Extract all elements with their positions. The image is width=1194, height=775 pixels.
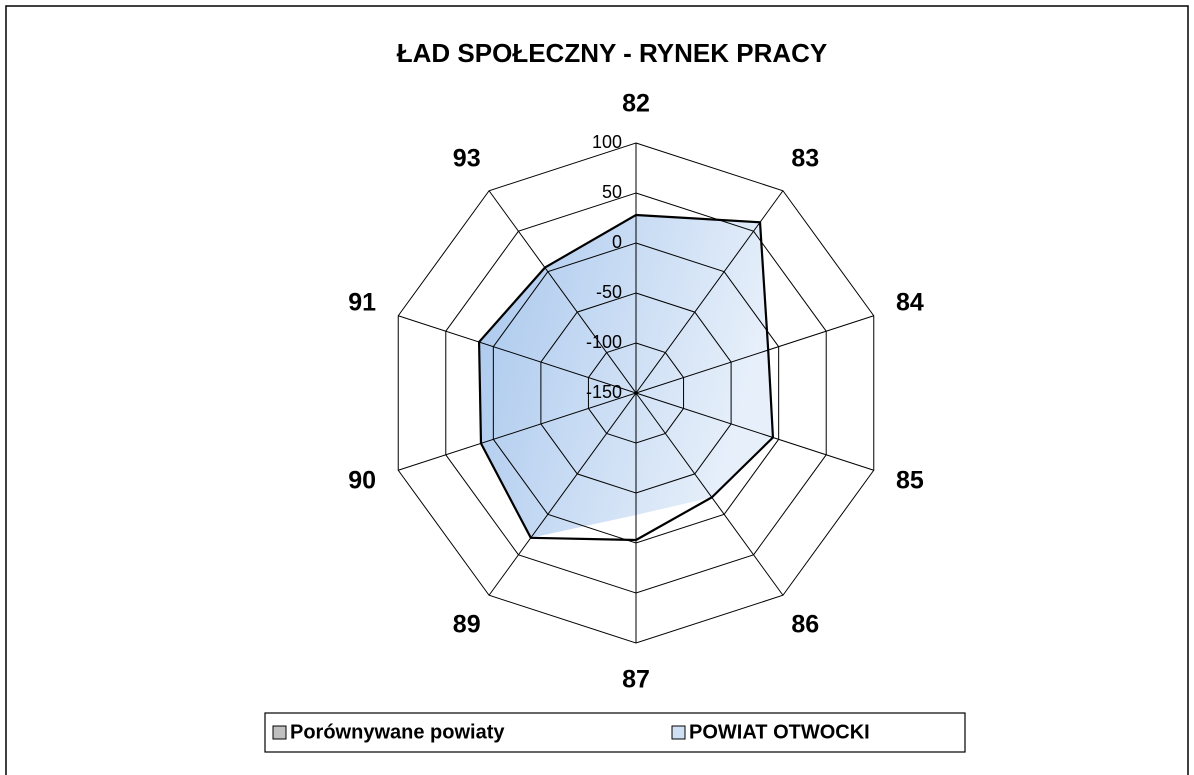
category-label: 89 — [453, 611, 481, 639]
r-tick-label: -100 — [586, 332, 622, 352]
spoke — [488, 392, 637, 596]
category-label: 91 — [348, 289, 376, 317]
spoke — [398, 315, 637, 394]
category-label: 87 — [622, 666, 650, 694]
category-label: 93 — [453, 145, 481, 173]
spoke — [635, 190, 784, 394]
category-label: 82 — [622, 90, 650, 118]
legend — [264, 712, 966, 753]
legend-label: Porównywane powiaty — [290, 721, 505, 743]
spoke — [635, 392, 874, 471]
legend-swatch — [671, 725, 686, 740]
legend-swatch — [272, 725, 287, 740]
category-label: 84 — [896, 289, 924, 317]
spoke — [398, 392, 637, 471]
r-tick-label: -150 — [586, 382, 622, 402]
category-label: 83 — [791, 145, 819, 173]
r-tick-label: 100 — [592, 132, 622, 152]
r-tick-label: 0 — [612, 232, 622, 252]
series-area — [479, 215, 773, 538]
category-label: 85 — [896, 467, 924, 495]
r-tick-label: 50 — [602, 182, 622, 202]
spoke — [635, 392, 784, 596]
category-label: 86 — [791, 611, 819, 639]
r-tick-label: -50 — [596, 282, 622, 302]
chart-title: ŁAD SPOŁECZNY - RYNEK PRACY — [397, 38, 828, 68]
legend-label: POWIAT OTWOCKI — [689, 721, 870, 743]
category-label: 90 — [348, 467, 376, 495]
spoke — [635, 315, 874, 394]
spoke — [488, 190, 637, 394]
series-line — [477, 213, 775, 542]
